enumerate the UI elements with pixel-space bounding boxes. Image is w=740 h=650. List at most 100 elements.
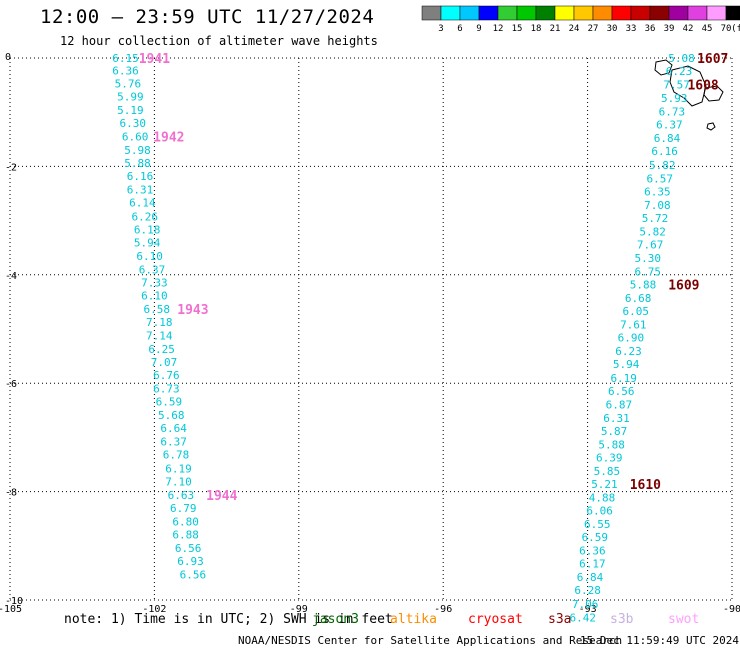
pass-time-label: 1944 [206, 489, 237, 504]
wave-height-label: 5.94 [134, 236, 161, 249]
wave-height-label: 7.08 [644, 199, 671, 212]
wave-height-label: 6.16 [651, 145, 678, 158]
pass-time-label: 1943 [177, 303, 208, 318]
wave-height-label: 6.59 [156, 396, 183, 409]
wave-height-label: 7.06 [572, 598, 599, 611]
satellite-jason3: jason3 [312, 612, 359, 627]
wave-height-label: 6.57 [647, 172, 674, 185]
pass-time-label: 1941 [139, 52, 170, 67]
wave-height-label: 5.88 [630, 279, 657, 292]
wave-height-label: 6.05 [622, 305, 649, 318]
satellite-s3b: s3b [610, 612, 634, 627]
wave-height-label: 5.88 [598, 438, 625, 451]
wave-height-label: 7.18 [146, 316, 173, 329]
wave-height-label: 6.56 [180, 569, 207, 582]
wave-height-label: 7.61 [620, 319, 647, 332]
y-tick-label: -6 [5, 379, 17, 390]
wave-height-label: 5.98 [124, 144, 151, 157]
x-tick-label: -99 [290, 604, 308, 615]
wave-height-label: 6.84 [577, 571, 604, 584]
island-outline [669, 65, 707, 107]
wave-height-label: 5.99 [117, 90, 144, 103]
wave-height-label: 6.58 [144, 303, 171, 316]
wave-height-label: 7.33 [141, 276, 168, 289]
x-tick-label: -96 [434, 604, 452, 615]
wave-height-label: 6.55 [584, 518, 611, 531]
colorbar-swatch [630, 5, 651, 21]
wave-height-label: 6.25 [148, 343, 175, 356]
colorbar-label: 39 [664, 24, 675, 34]
wave-height-label: 6.37 [160, 436, 187, 449]
wave-height-label: 4.88 [589, 492, 616, 505]
colorbar-swatch [611, 5, 632, 21]
x-tick-label: -93 [579, 604, 597, 615]
satellite-s3a: s3a [548, 612, 572, 627]
wave-height-label: 5.08 [668, 52, 695, 65]
wave-height-label: 6.80 [172, 515, 199, 528]
wave-height-label: 6.17 [579, 558, 606, 571]
pass-time-label: 1607 [697, 52, 728, 67]
colorbar-label: 33 [626, 24, 637, 34]
colorbar-label: 3 [438, 24, 443, 34]
colorbar-label: 30 [607, 24, 618, 34]
generated-timestamp: 15 Dec 11:59:49 UTC 2024 [580, 634, 739, 647]
colorbar-swatch [573, 5, 594, 21]
wave-height-label: 5.87 [601, 425, 628, 438]
wave-height-label: 6.16 [127, 170, 154, 183]
colorbar-label: 42 [683, 24, 694, 34]
wave-height-label: 5.68 [158, 409, 185, 422]
y-tick-label: -2 [5, 162, 17, 173]
wave-height-label: 5.19 [117, 104, 144, 117]
satellite-altika: altika [390, 612, 437, 627]
wave-height-label: 6.76 [153, 369, 180, 382]
pass-time-label: 1609 [668, 279, 699, 294]
wave-height-label: 5.72 [642, 212, 669, 225]
wave-height-label: 6.88 [172, 528, 199, 541]
colorbar-swatch [668, 5, 689, 21]
wave-height-label: 5.82 [639, 225, 666, 238]
colorbar-label: 70 [721, 24, 732, 34]
wave-height-label: 5.30 [635, 252, 662, 265]
wave-height-label: 6.30 [119, 117, 146, 130]
wave-height-label: 7.67 [637, 238, 664, 251]
wave-height-label: 5.21 [591, 478, 618, 491]
y-tick-label: 0 [5, 52, 11, 63]
wave-height-label: 6.19 [165, 462, 192, 475]
wave-height-label: 6.28 [574, 584, 601, 597]
wave-height-label: 6.06 [586, 505, 613, 518]
wave-height-label: 6.23 [615, 345, 642, 358]
wave-height-label: 6.79 [170, 502, 197, 515]
y-tick-label: -10 [5, 596, 23, 607]
wave-height-label: 5.76 [115, 77, 142, 90]
colorbar-label: 12 [493, 24, 504, 34]
colorbar-swatch [535, 5, 556, 21]
wave-height-label: 6.78 [163, 449, 190, 462]
y-tick-label: -8 [5, 488, 17, 499]
wave-height-label: 6.15 [112, 52, 139, 65]
wave-height-label: 7.07 [151, 356, 178, 369]
credit-line: NOAA/NESDIS Center for Satellite Applica… [238, 634, 623, 647]
wave-height-label: 6.37 [656, 119, 683, 132]
y-tick-label: -4 [5, 271, 17, 282]
wave-height-label: 6.31 [603, 412, 630, 425]
wave-height-label: 6.36 [112, 64, 139, 77]
wave-height-label: 6.42 [570, 611, 597, 624]
wave-height-label: 6.26 [132, 210, 159, 223]
colorbar-label: 27 [588, 24, 599, 34]
colorbar-swatch [497, 5, 518, 21]
wave-height-label: 5.88 [124, 157, 151, 170]
wave-height-label: 6.36 [579, 545, 606, 558]
wave-height-label: 6.75 [635, 266, 662, 279]
colorbar-swatch [725, 5, 740, 21]
wave-height-label: 6.93 [177, 555, 204, 568]
pass-time-label: 1942 [153, 131, 184, 146]
map-subtitle: 12 hour collection of altimeter wave hei… [60, 34, 378, 48]
colorbar-label: 36 [645, 24, 656, 34]
footer-note: note: 1) Time is in UTC; 2) SWH is in fe… [64, 612, 393, 627]
wave-height-label: 6.39 [596, 451, 623, 464]
map-title: 12:00 — 23:59 UTC 11/27/2024 [40, 6, 375, 28]
wave-height-label: 7.57 [663, 79, 690, 92]
wave-height-label: 6.64 [160, 422, 187, 435]
x-tick-label: -102 [142, 604, 166, 615]
